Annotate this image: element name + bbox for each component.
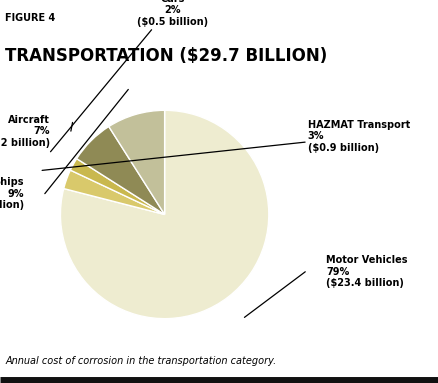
Wedge shape <box>64 170 164 214</box>
Wedge shape <box>70 159 164 214</box>
Text: Motor Vehicles
79%
($23.4 billion): Motor Vehicles 79% ($23.4 billion) <box>325 255 406 288</box>
Wedge shape <box>109 110 164 214</box>
Text: Aircraft
7%
($2.2 billion): Aircraft 7% ($2.2 billion) <box>0 115 50 148</box>
Wedge shape <box>77 126 164 214</box>
Wedge shape <box>60 110 268 319</box>
Text: FIGURE 4: FIGURE 4 <box>5 13 55 23</box>
Text: Railroad
Cars
2%
($0.5 billion): Railroad Cars 2% ($0.5 billion) <box>50 0 208 152</box>
Text: Ships
9%
($2.7 billion): Ships 9% ($2.7 billion) <box>0 177 24 210</box>
Text: Annual cost of corrosion in the transportation category.: Annual cost of corrosion in the transpor… <box>5 356 276 366</box>
Text: TRANSPORTATION ($29.7 BILLION): TRANSPORTATION ($29.7 BILLION) <box>5 47 327 65</box>
Text: HAZMAT Transport
3%
($0.9 billion): HAZMAT Transport 3% ($0.9 billion) <box>42 120 409 170</box>
